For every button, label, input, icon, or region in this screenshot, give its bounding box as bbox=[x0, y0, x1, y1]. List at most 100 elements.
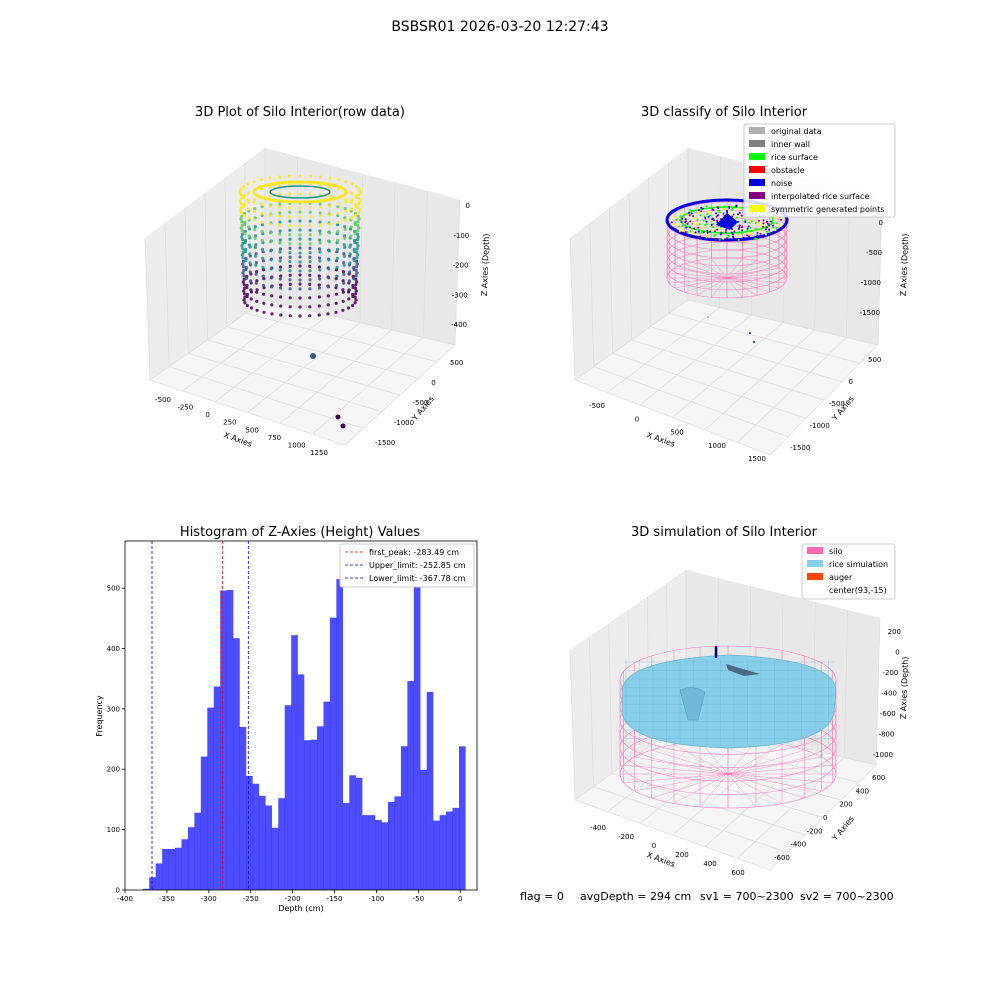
classify-floor-pane bbox=[575, 300, 878, 455]
grid-line bbox=[422, 191, 428, 338]
simulation-legend-entries: silo rice simulation auger center(93,-15) bbox=[807, 547, 888, 595]
classify-legend-label: original data bbox=[771, 127, 822, 136]
raw-point bbox=[336, 205, 340, 209]
raw-point bbox=[254, 281, 258, 285]
raw-point bbox=[327, 258, 331, 262]
histogram-bar bbox=[278, 798, 285, 890]
raw-point bbox=[288, 210, 292, 214]
raw-point bbox=[356, 229, 360, 233]
raw-point bbox=[248, 261, 252, 265]
raw-point bbox=[288, 215, 292, 219]
raw-point bbox=[279, 304, 283, 308]
classify-point bbox=[746, 227, 749, 230]
simulation-legend-label: center(93,-15) bbox=[829, 586, 887, 595]
raw-point bbox=[270, 303, 274, 307]
raw-point bbox=[317, 256, 322, 260]
raw-point bbox=[252, 218, 257, 222]
classify-point bbox=[775, 222, 778, 225]
raw-point bbox=[298, 219, 302, 223]
raw-point bbox=[356, 211, 360, 215]
raw-point bbox=[288, 206, 292, 210]
grid-line bbox=[144, 237, 151, 381]
raw-point bbox=[317, 283, 321, 287]
raw-point bbox=[238, 199, 242, 203]
raw-point bbox=[349, 225, 353, 229]
grid-line bbox=[169, 366, 364, 429]
raw-point bbox=[308, 219, 312, 223]
raw-inner-rim bbox=[269, 185, 331, 199]
raw-point bbox=[335, 241, 339, 245]
histogram-bar bbox=[168, 848, 176, 890]
classify-point bbox=[715, 215, 718, 218]
raw-point bbox=[278, 211, 282, 215]
classify-point bbox=[738, 227, 740, 230]
raw-point bbox=[308, 305, 312, 309]
classify-point bbox=[765, 226, 768, 229]
raw-point bbox=[308, 246, 312, 250]
classify-silo-spoke bbox=[684, 277, 728, 293]
raw-top-rim bbox=[252, 180, 348, 204]
raw-point bbox=[278, 247, 282, 251]
histogram-y-tick-label: 200 bbox=[107, 766, 120, 774]
raw-point bbox=[268, 231, 273, 235]
raw-point bbox=[318, 238, 322, 242]
raw-point bbox=[353, 231, 357, 236]
raw-point bbox=[278, 277, 282, 281]
histogram-bar bbox=[420, 769, 427, 890]
raw-point bbox=[335, 259, 339, 263]
simulation-silo-spoke bbox=[727, 756, 822, 775]
raw-point bbox=[350, 191, 354, 195]
raw-point bbox=[240, 229, 244, 233]
classify-point bbox=[716, 221, 719, 224]
classify-point bbox=[675, 216, 678, 219]
raw-y-ticks: 500 0 -500 -1000 -1500 bbox=[375, 359, 463, 447]
raw-point bbox=[298, 228, 302, 232]
classify-point bbox=[707, 215, 710, 218]
classify-point bbox=[690, 232, 693, 235]
raw-point bbox=[353, 301, 357, 305]
classify-point bbox=[681, 225, 684, 228]
histogram-bar bbox=[187, 827, 195, 890]
classify-legend-swatch bbox=[749, 166, 765, 173]
raw-point bbox=[243, 222, 247, 227]
classify-point bbox=[703, 215, 706, 218]
classify-point bbox=[748, 221, 751, 224]
raw-point bbox=[298, 260, 302, 264]
classify-legend-swatch bbox=[749, 127, 765, 134]
raw-z-tick-label: -200 bbox=[453, 262, 469, 270]
raw-point bbox=[344, 209, 348, 213]
raw-point bbox=[239, 202, 243, 206]
histogram-x-tick-label: -300 bbox=[201, 895, 217, 903]
raw-point bbox=[343, 198, 348, 202]
classify-point bbox=[746, 229, 749, 232]
classify-legend-label: noise bbox=[771, 179, 792, 188]
classify-legend-swatch bbox=[749, 140, 765, 147]
classify-point bbox=[712, 219, 715, 222]
classify-point bbox=[738, 230, 741, 233]
classify-point bbox=[681, 213, 684, 215]
classify-point bbox=[777, 224, 780, 227]
raw-point bbox=[298, 264, 302, 268]
simulation-legend-swatch bbox=[807, 573, 823, 580]
panel-raw-data: 3D Plot of Silo Interior(row data) -500-… bbox=[144, 105, 491, 457]
raw-point bbox=[355, 238, 359, 242]
raw-point bbox=[317, 286, 322, 290]
classify-silo-spoke bbox=[726, 263, 770, 279]
classify-legend-swatch bbox=[749, 205, 765, 212]
raw-point bbox=[353, 222, 357, 227]
raw-z-label: Z Axies (Depth) bbox=[480, 233, 491, 296]
raw-point bbox=[253, 216, 257, 220]
histogram-bar bbox=[265, 805, 273, 890]
classify-point bbox=[712, 226, 714, 229]
raw-point bbox=[253, 227, 257, 231]
raw-point bbox=[288, 287, 292, 291]
raw-point bbox=[242, 298, 246, 302]
classify-point bbox=[695, 222, 698, 225]
raw-point bbox=[268, 176, 272, 180]
classify-point bbox=[679, 219, 681, 221]
classify-point bbox=[722, 207, 725, 210]
raw-point bbox=[240, 253, 244, 257]
classify-point bbox=[692, 215, 695, 218]
classify-y-tick-label: -1500 bbox=[790, 444, 810, 452]
